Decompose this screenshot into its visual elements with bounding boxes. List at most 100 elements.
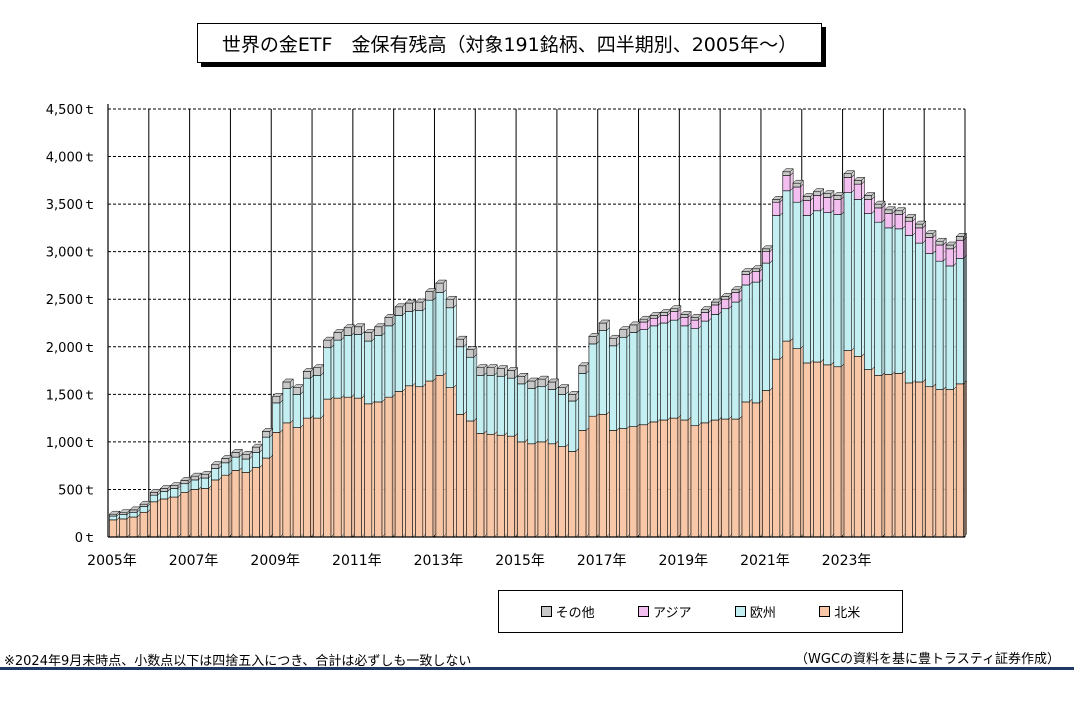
bar-segment [660, 312, 669, 316]
bar-segment [955, 239, 964, 259]
bar-segment [211, 468, 220, 481]
bar-top [884, 206, 896, 211]
bar-segment [741, 284, 750, 403]
bar-segment [537, 386, 546, 443]
footnote: ※2024年9月末時点、小数点以下は四捨五入につき、合計は必ずしも一致しない [4, 654, 472, 669]
bar-segment [527, 388, 536, 445]
bar-segment [302, 417, 311, 538]
bar-side [381, 331, 386, 403]
bar-side [840, 363, 845, 538]
bar-side [871, 210, 876, 371]
bar-segment [598, 330, 607, 415]
bar-segment [221, 474, 230, 538]
bar-side [534, 385, 539, 445]
bar-segment [425, 380, 434, 538]
bar-segment [302, 377, 311, 419]
bar-segment [588, 336, 597, 345]
bar-top [955, 233, 968, 237]
bar-segment [802, 200, 811, 216]
x-tick-label: 2021年 [740, 553, 790, 569]
bar-segment [404, 311, 413, 387]
bar-segment [843, 350, 852, 538]
bar-side [218, 476, 223, 538]
bar-side [932, 249, 937, 388]
bar-side [371, 337, 376, 405]
bar-segment [558, 387, 566, 395]
bar-segment [894, 210, 903, 215]
x-tick-label: 2015年 [495, 553, 545, 569]
bar-segment [119, 518, 128, 538]
bar-side [749, 281, 753, 403]
bar-side [585, 369, 590, 432]
bar-side [494, 430, 498, 538]
bar-segment [568, 451, 577, 538]
bar-segment [864, 369, 873, 538]
bar-segment [874, 375, 883, 538]
legend-item-asia: アジア [638, 602, 692, 621]
bar-segment [496, 375, 505, 436]
bar-segment [496, 368, 505, 377]
bar-top [863, 192, 876, 196]
bar-segment [527, 443, 536, 538]
bar-side [187, 488, 192, 538]
bar-segment [721, 298, 730, 310]
bar-top [935, 237, 947, 242]
y-tick-label: 4,500ｔ [46, 103, 96, 118]
bar-side [545, 438, 549, 538]
bar-segment [170, 488, 179, 498]
bar-side [881, 218, 886, 376]
bar-side [687, 322, 692, 421]
bar-segment [568, 394, 577, 402]
bar-segment [660, 419, 669, 538]
bar-segment [374, 335, 383, 403]
legend-item-north-america: 北米 [819, 602, 860, 621]
bar-side [677, 414, 682, 538]
bar-side [616, 342, 620, 432]
bar-segment [160, 488, 169, 492]
legend-item-other: その他 [540, 602, 595, 621]
bar-top [782, 168, 794, 173]
bar-segment [853, 183, 862, 200]
bar-segment [619, 428, 628, 538]
bar-side [861, 195, 865, 357]
bar-side [289, 419, 294, 538]
bar-side [902, 369, 906, 538]
x-tick-label: 2011年 [332, 553, 382, 569]
bar-top [669, 305, 682, 309]
bar-segment [945, 265, 954, 390]
bar-segment [476, 375, 485, 434]
bar-segment [415, 301, 424, 311]
bar-segment [292, 394, 301, 428]
bar-segment [843, 177, 852, 193]
bar-side [300, 390, 304, 429]
bar-segment [884, 227, 893, 375]
bar-segment [211, 479, 220, 538]
legend-swatch-north-america [819, 606, 831, 617]
bar-side [636, 328, 641, 428]
bar-segment [915, 242, 924, 383]
bar-segment [619, 336, 628, 429]
bar-side [483, 371, 488, 434]
bar-segment [935, 244, 944, 262]
bar-segment [711, 419, 720, 538]
bar-segment [190, 479, 199, 490]
bar-segment [955, 236, 964, 241]
bar-segment [884, 374, 893, 538]
bar-segment [731, 301, 740, 420]
bar-segment [700, 312, 709, 322]
bar-side [861, 352, 865, 538]
bar-side [167, 495, 172, 538]
bar-side [677, 316, 682, 419]
bar-segment [629, 426, 638, 538]
bar-segment [619, 329, 628, 338]
bar-top [843, 170, 855, 174]
bar-segment [762, 390, 771, 538]
bar-segment [282, 388, 291, 424]
bar-side [432, 296, 437, 382]
bar-segment [180, 480, 189, 485]
bar-segment [864, 213, 873, 370]
bar-segment [813, 361, 822, 538]
bar-segment [353, 326, 362, 335]
bar-side [116, 516, 121, 538]
bar-segment [935, 260, 944, 390]
